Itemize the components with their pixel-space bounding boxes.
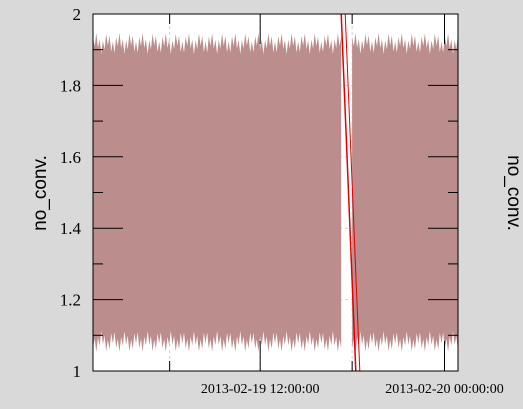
y-tick-label: 2 xyxy=(73,5,82,24)
x-tick-label: 2013-02-20 00:00:00 xyxy=(385,382,504,397)
data-band-right xyxy=(352,33,458,352)
data-band xyxy=(93,33,458,352)
y-tick-label: 1.8 xyxy=(60,76,81,95)
y-axis-ticks: 1 1.2 1.4 1.6 1.8 2 xyxy=(60,5,458,381)
y-tick-label: 1 xyxy=(73,362,82,381)
right-y-axis-label-fragment: no_conv. xyxy=(503,155,523,231)
y-axis-label: no_conv. xyxy=(30,155,51,231)
red-series-line-edge xyxy=(344,13,361,372)
x-tick-label: 2013-02-19 12:00:00 xyxy=(201,382,320,397)
data-line xyxy=(340,13,361,372)
y-tick-label: 1.6 xyxy=(60,148,81,167)
y-tick-label: 1.2 xyxy=(60,291,81,310)
data-band-left xyxy=(93,33,342,352)
y-tick-label: 1.4 xyxy=(60,219,82,238)
x-axis-ticks: 2013-02-19 12:00:00 2013-02-20 00:00:00 xyxy=(169,14,504,397)
red-series-line xyxy=(340,13,357,372)
